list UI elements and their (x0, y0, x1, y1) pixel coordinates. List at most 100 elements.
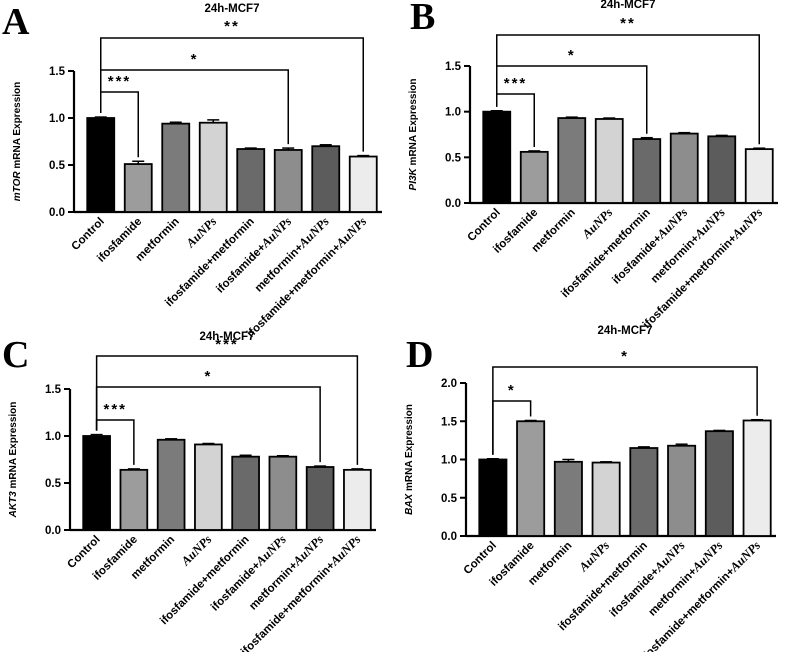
category-italic-part: AuNPs (579, 205, 616, 242)
bar (669, 132, 699, 204)
y-tick-label: 1.5 (441, 416, 458, 428)
category-italic-part: AuNPs (651, 538, 688, 575)
y-tick-label: 0.0 (45, 525, 61, 537)
bar (742, 419, 772, 537)
category-italic-part: AuNPs (295, 214, 332, 251)
bar (667, 444, 697, 537)
significance-label: * (204, 368, 212, 385)
x-category-label: AuNPs (178, 532, 215, 569)
significance-label: ** (620, 15, 636, 32)
y-axis-gene: mTOR (12, 171, 23, 202)
bar (231, 455, 260, 531)
y-tick-label: 0.0 (49, 207, 65, 219)
category-italic-part: AuNPs (252, 532, 289, 569)
x-category-label: Control (462, 540, 499, 577)
significance-label: * (568, 47, 576, 64)
bar (629, 447, 659, 537)
bar (632, 138, 662, 204)
bar (311, 145, 341, 213)
y-tick-label: 0.5 (45, 478, 62, 490)
category-italic-part: AuNPs (290, 532, 327, 569)
panel-letter: C (2, 334, 29, 376)
category-italic-part: AuNPs (691, 205, 728, 242)
y-axis-label-text: mRNA Expression (404, 404, 415, 494)
significance-label: ** (224, 18, 240, 35)
significance-label: *** (108, 73, 132, 90)
bar (236, 148, 266, 213)
category-italic-part: AuNPs (183, 214, 220, 251)
panel-letter: D (406, 334, 433, 376)
bar (305, 466, 335, 531)
bar (82, 435, 111, 531)
significance-bracket (95, 355, 359, 465)
bar (156, 438, 186, 531)
bar (198, 121, 228, 213)
x-category-label: Control (69, 216, 106, 253)
significance-label: * (191, 51, 199, 68)
bar (707, 135, 737, 204)
x-category-label: AuNPs (576, 538, 613, 575)
significance-bracket (100, 37, 364, 152)
bar (478, 458, 508, 537)
y-tick-label: 0.5 (441, 493, 458, 505)
y-tick-label: 1.5 (45, 384, 62, 396)
panel-letter: A (2, 1, 30, 43)
x-category-label: AuNPs (579, 205, 616, 242)
bar (519, 150, 549, 204)
bar (123, 163, 153, 213)
bar (744, 148, 774, 204)
y-axis-label: mTOR mRNA Expression (12, 82, 23, 201)
bar (557, 117, 587, 204)
significance-label: *** (504, 75, 528, 92)
bar (348, 155, 378, 213)
bar (704, 430, 734, 537)
y-axis-label-text: mRNA Expression (12, 82, 23, 172)
y-axis-label-text: mRNA Expression (8, 402, 19, 492)
y-tick-label: 0.0 (445, 198, 461, 210)
y-tick-label: 0.0 (441, 531, 457, 543)
significance-label: * (508, 382, 516, 399)
significance-label: *** (215, 336, 239, 353)
bar (161, 122, 191, 213)
category-italic-part: AuNPs (333, 214, 370, 251)
significance-label: *** (103, 401, 127, 418)
x-category-label: Control (465, 207, 502, 244)
category-italic-part: AuNPs (258, 214, 295, 251)
y-axis-label: BAX mRNA Expression (404, 404, 415, 515)
category-part: Control (65, 534, 102, 571)
chart-title: 24h-MCF7 (598, 325, 653, 337)
category-italic-part: AuNPs (689, 538, 726, 575)
bar (194, 443, 223, 531)
category-part: Control (69, 216, 106, 253)
bar (516, 420, 546, 537)
bar (343, 468, 372, 531)
panel-b: B 24h-MCF7 PI3K mRNA Expression 0.0 0.5 1.0 1.… (408, 0, 778, 331)
y-tick-label: 0.5 (445, 152, 462, 164)
category-italic-part: AuNPs (327, 532, 364, 569)
bar (594, 118, 624, 204)
chart-title: 24h-MCF7 (601, 0, 656, 11)
bar (119, 468, 149, 531)
y-axis-label-text: mRNA Expression (408, 79, 419, 169)
category-italic-part: AuNPs (729, 205, 766, 242)
category-part: Control (465, 207, 502, 244)
category-italic-part: AuNPs (727, 538, 764, 575)
y-tick-label: 1.5 (445, 61, 462, 73)
panel-c: C 24h-MCF7 AKT3 mRNA Expression 0.0 0.5 1.0 1.… (2, 331, 376, 652)
category-italic-part: AuNPs (576, 538, 613, 575)
panel-a: A 24h-MCF7 mTOR mRNA Expression 0.0 0.5 1.0 1.… (2, 1, 382, 340)
significance-bracket (492, 366, 758, 455)
y-axis-gene: AKT3 (8, 491, 19, 519)
category-part: Control (462, 540, 499, 577)
chart-title: 24h-MCF7 (205, 3, 260, 15)
y-tick-label: 1.0 (45, 431, 61, 443)
y-tick-label: 2.0 (441, 378, 457, 390)
significance-bracket (496, 34, 760, 145)
y-tick-label: 1.0 (441, 455, 457, 467)
bar (482, 110, 512, 204)
chart-title: 24h-MCF7 (200, 331, 255, 343)
category-italic-part: AuNPs (654, 205, 691, 242)
category-italic-part: AuNPs (178, 532, 215, 569)
y-axis-gene: BAX (404, 492, 415, 514)
